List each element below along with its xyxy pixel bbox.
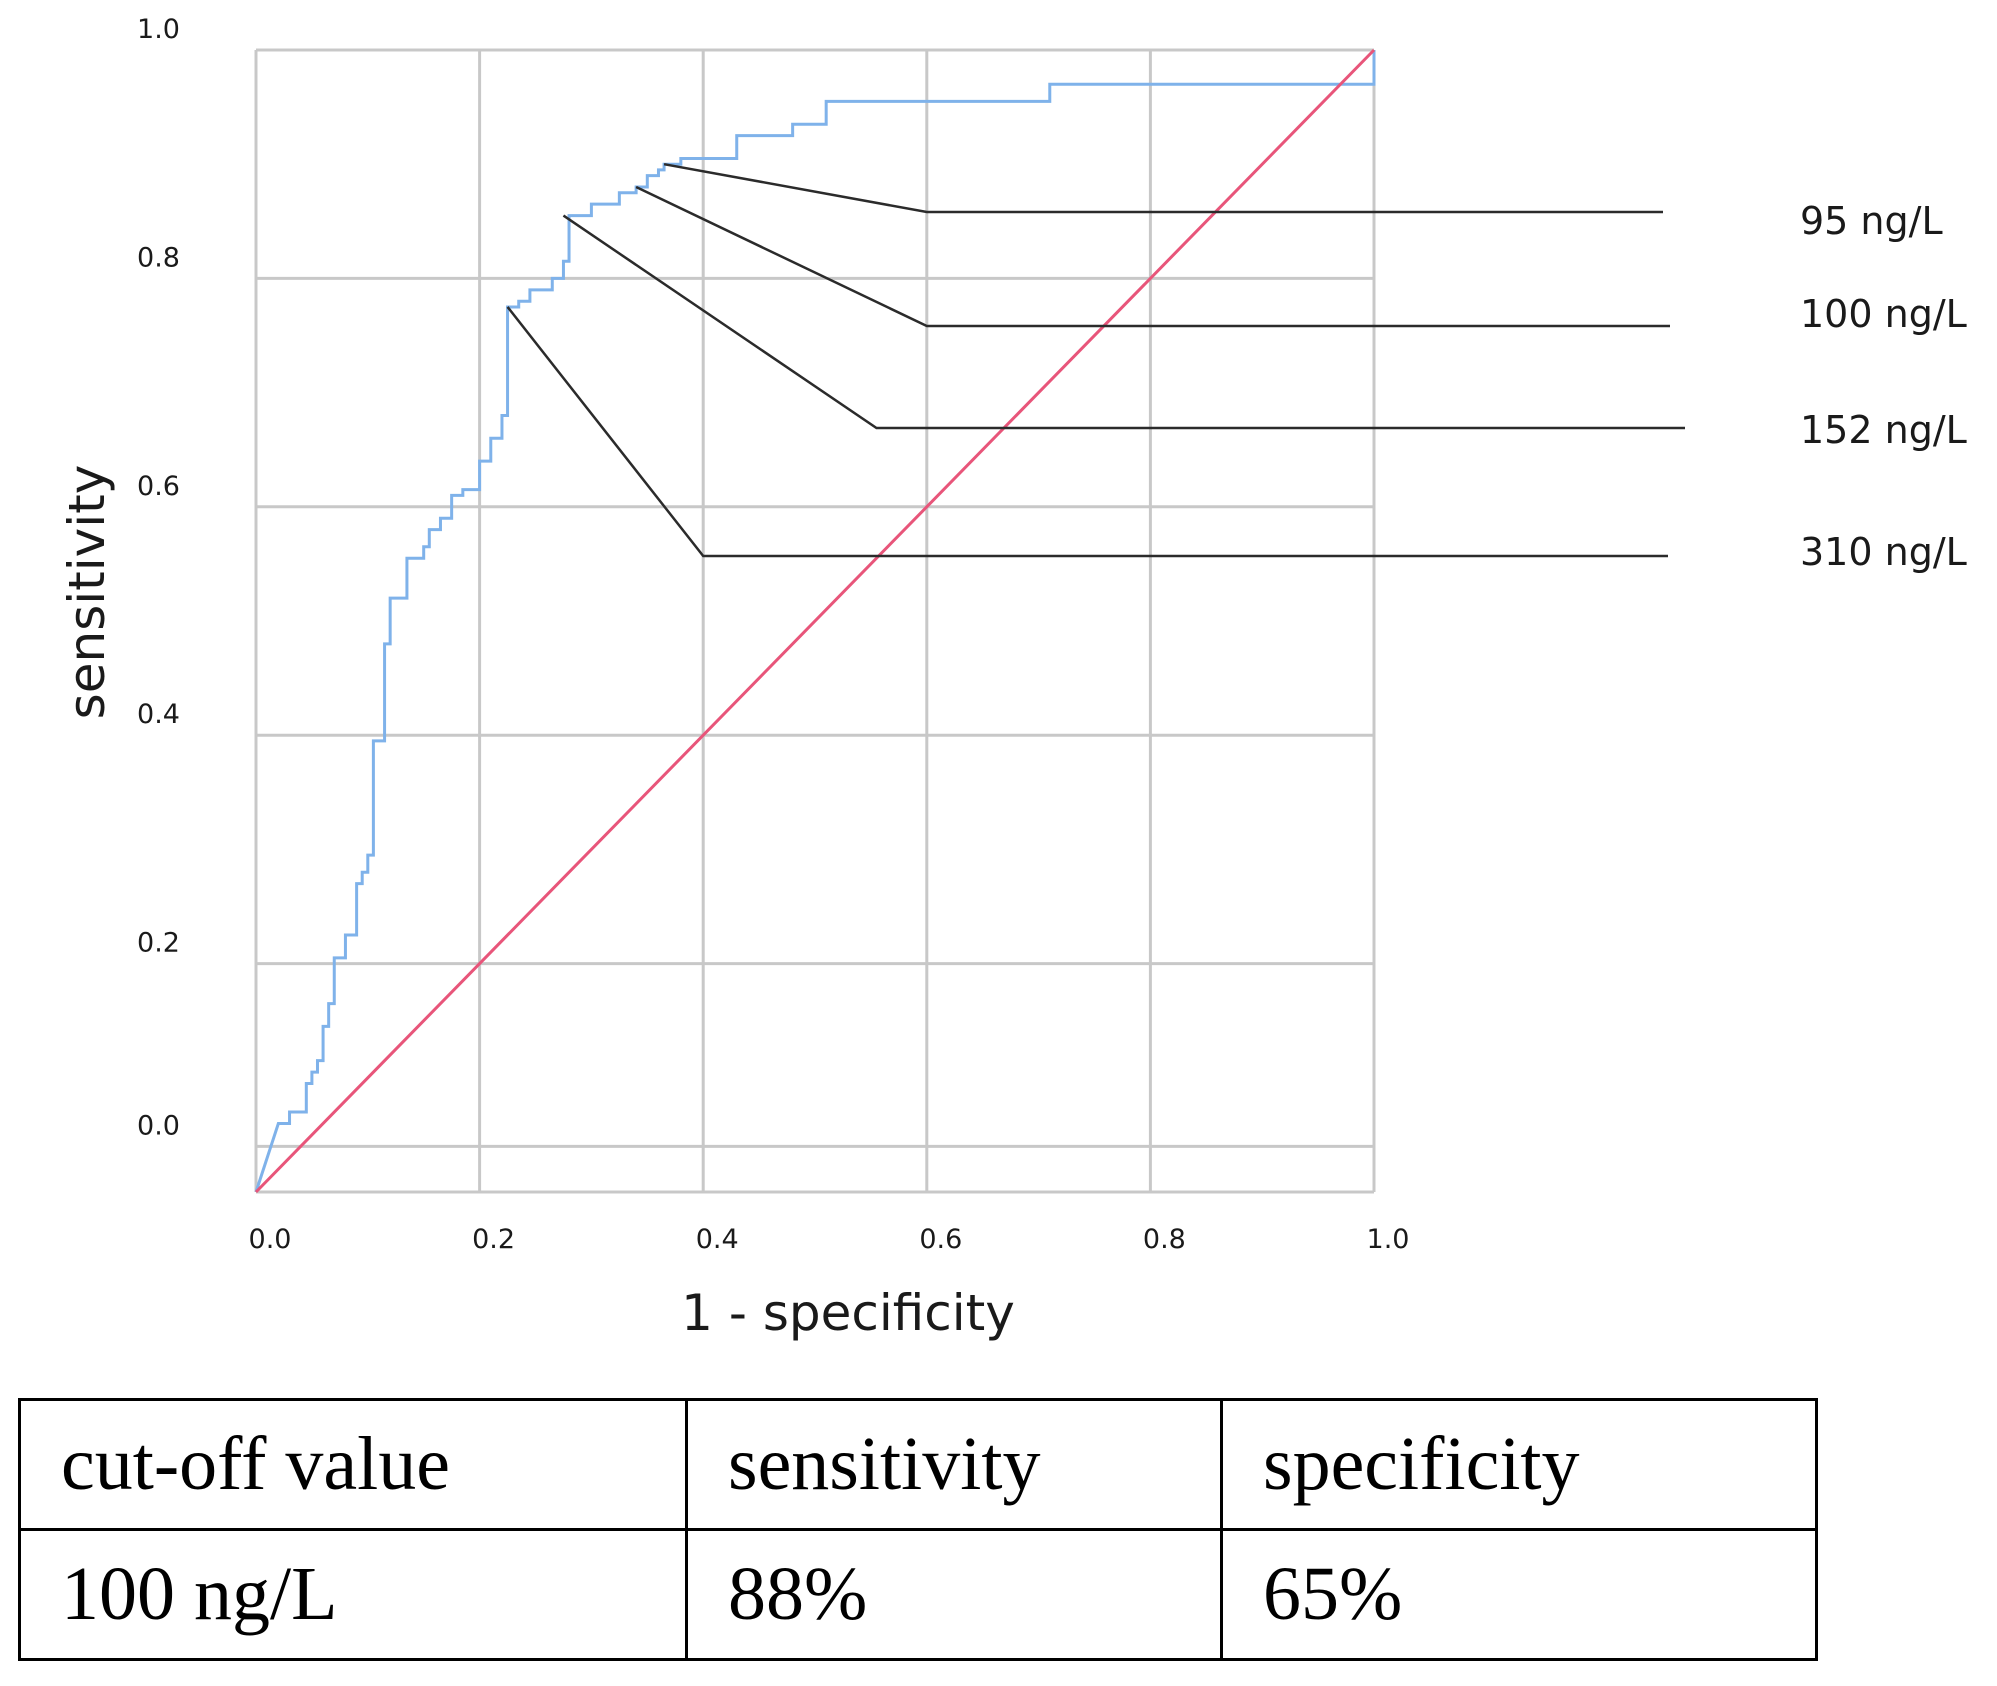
reference-line <box>254 48 1376 1194</box>
cutoff-label: 95 ng/L <box>1800 199 1943 243</box>
cutoff-leader-line <box>635 185 1670 328</box>
cutoff-leader-line <box>506 306 1668 558</box>
cutoff-leader-line <box>562 214 1685 430</box>
x-tick-label: 0.4 <box>696 1224 739 1255</box>
table-header-row: cut-off value sensitivity specificity <box>18 1398 1818 1531</box>
cutoff-results-table: cut-off value sensitivity specificity 10… <box>18 1398 1818 1661</box>
x-tick-label: 0.6 <box>919 1224 962 1255</box>
series <box>254 48 1376 1194</box>
y-tick-label: 1.0 <box>137 14 180 45</box>
y-axis-ticks: 0.0 0.2 0.4 0.6 0.8 1.0 <box>137 14 180 1141</box>
table-row: 100 ng/L 88% 65% <box>18 1528 1818 1661</box>
cell-specificity: 65% <box>1220 1528 1818 1661</box>
cutoff-label: 100 ng/L <box>1800 292 1967 336</box>
cutoff-leader-line <box>663 162 1663 214</box>
x-axis-ticks: 0.0 0.2 0.4 0.6 0.8 1.0 <box>249 1224 1410 1255</box>
y-tick-label: 0.8 <box>137 242 180 273</box>
header-cutoff-value: cut-off value <box>18 1398 688 1531</box>
header-specificity: specificity <box>1220 1398 1818 1531</box>
y-tick-label: 0.2 <box>137 928 180 959</box>
grid <box>254 48 1376 1194</box>
x-axis-title: 1 - specificity <box>681 1284 1015 1342</box>
x-tick-label: 0.2 <box>472 1224 515 1255</box>
header-sensitivity: sensitivity <box>685 1398 1223 1531</box>
x-tick-label: 1.0 <box>1367 1224 1410 1255</box>
x-tick-label: 0.8 <box>1143 1224 1186 1255</box>
cell-sensitivity: 88% <box>685 1528 1223 1661</box>
cutoff-label: 152 ng/L <box>1800 408 1967 452</box>
cutoff-label: 310 ng/L <box>1800 530 1967 574</box>
y-tick-label: 0.4 <box>137 699 180 730</box>
cell-cutoff-value: 100 ng/L <box>18 1528 688 1661</box>
x-tick-label: 0.0 <box>249 1224 292 1255</box>
roc-curve <box>254 50 1376 1193</box>
cutoff-annotations: 95 ng/L 100 ng/L 152 ng/L 310 ng/L <box>506 162 1967 574</box>
roc-chart: 0.0 0.2 0.4 0.6 0.8 1.0 0.0 0.2 0.4 0.6 0.8 1.0 95… <box>58 14 1967 1342</box>
y-tick-label: 0.0 <box>137 1110 180 1141</box>
y-axis-title: sensitivity <box>58 465 116 720</box>
y-tick-label: 0.6 <box>137 471 180 502</box>
